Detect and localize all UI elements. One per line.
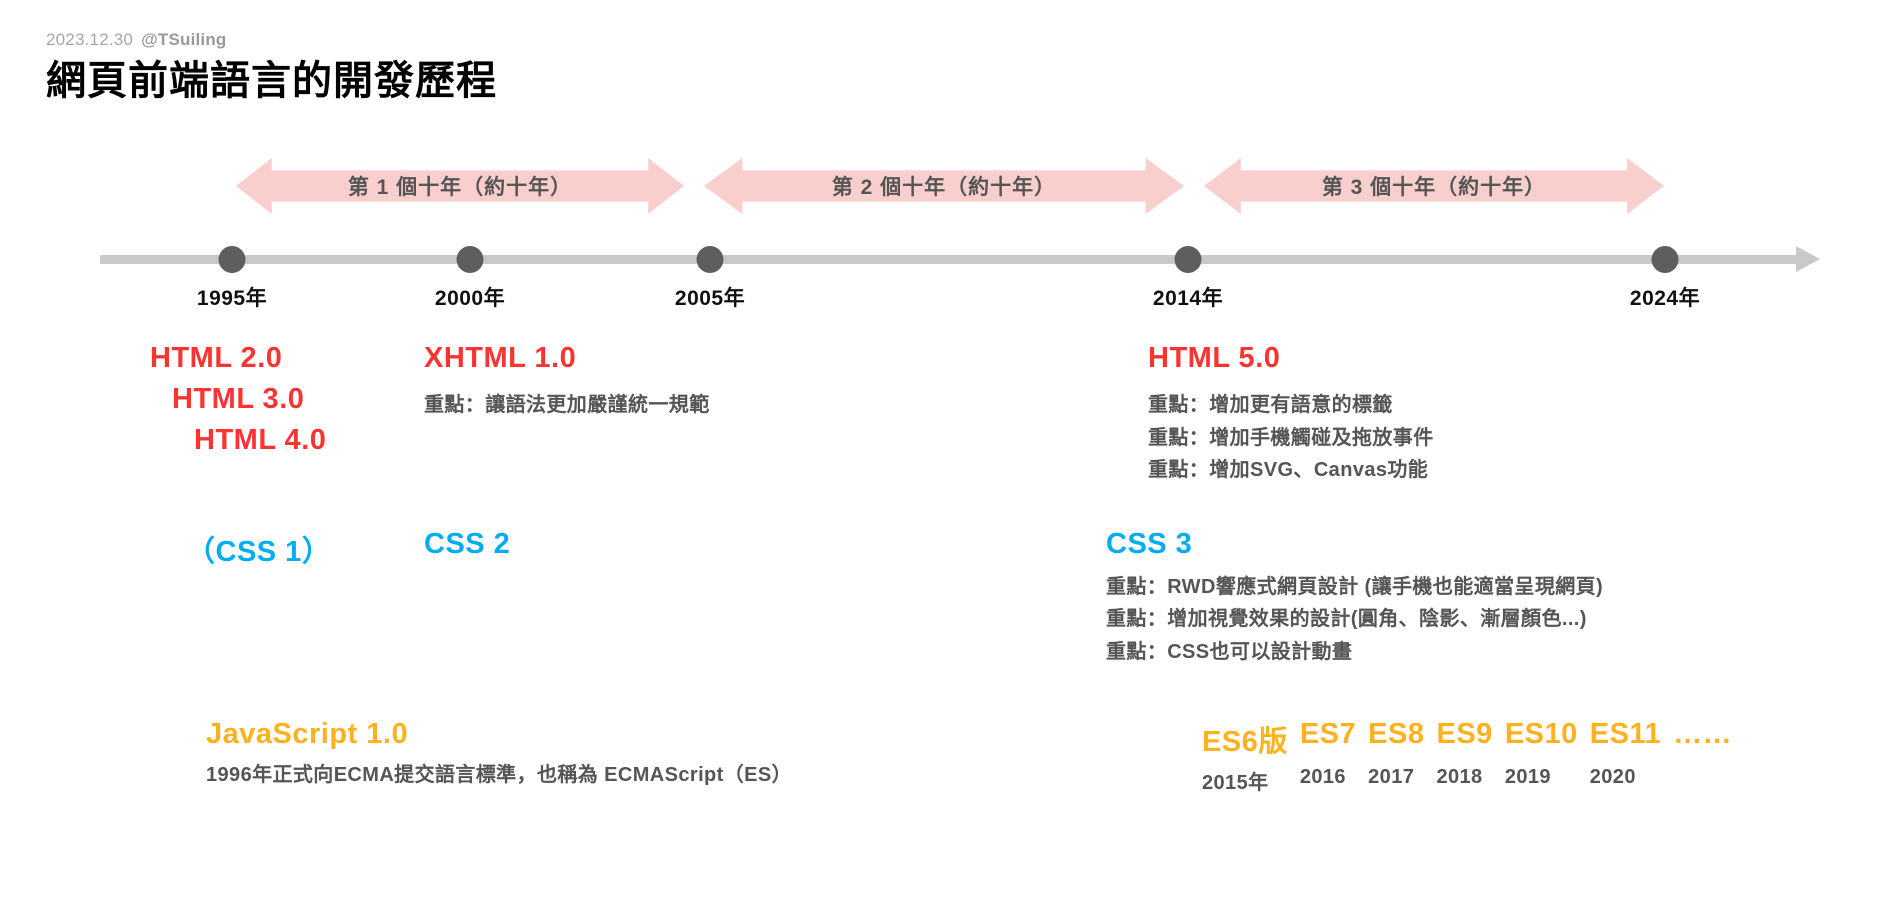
ecmascript-year-label: 2018 xyxy=(1436,766,1483,788)
ecmascript-year-label: 2017 xyxy=(1368,766,1415,788)
author-handle: @TSuiling xyxy=(141,30,227,49)
ecmascript-version-label: ES7 xyxy=(1299,718,1357,750)
timeline-dot[interactable] xyxy=(1174,246,1202,273)
javascript-detail: 1996年正式向ECMA提交語言標準，也稱為 ECMAScript（ES） xyxy=(206,764,792,786)
detail-line: 重點：增加SVG、Canvas功能 xyxy=(1148,458,1429,481)
decade-arrow-3: 第 3 個十年（約十年） xyxy=(1204,158,1664,214)
ecmascript-years-row: 2015年 2016 2017 2018 2019 2020 xyxy=(1202,766,1744,795)
ecmascript-year-label xyxy=(1673,766,1744,795)
html5-detail-list: 重點：增加更有語意的標籤重點：增加手機觸碰及拖放事件 重點：增加SVG、Canva… xyxy=(1148,389,1434,486)
html-version-label: HTML 2.0 xyxy=(150,342,283,374)
timeline-year-label: 2000年 xyxy=(434,287,506,310)
decade-arrow-1: 第 1 個十年（約十年） xyxy=(236,158,684,214)
css2-block: CSS 2 xyxy=(424,528,510,561)
ecmascript-version-label: ES6版 xyxy=(1202,726,1288,758)
page-header: 2023.12.30 @TSuiling 網頁前端語言的開發歷程 xyxy=(46,30,497,106)
decade-arrow-label: 第 1 個十年（約十年） xyxy=(347,176,573,199)
timeline-year-label: 1995年 xyxy=(196,287,268,310)
timeline-axis-line xyxy=(100,255,1800,264)
page-title: 網頁前端語言的開發歷程 xyxy=(46,59,497,104)
meta-line: 2023.12.30 @TSuiling xyxy=(46,30,497,50)
ecmascript-version-label: ES10 xyxy=(1504,718,1578,750)
css3-block: CSS 3 重點：RWD響應式網頁設計 (讓手機也能適當呈現網頁) 重點：增加視覺… xyxy=(1106,528,1603,668)
css3-detail-list: 重點：RWD響應式網頁設計 (讓手機也能適當呈現網頁) 重點：增加視覺效果的設計(… xyxy=(1106,571,1603,668)
timeline-dot[interactable] xyxy=(1651,246,1679,273)
html-version-label: HTML 3.0 xyxy=(172,383,305,416)
detail-line: 重點：RWD響應式網頁設計 (讓手機也能適當呈現網頁) xyxy=(1106,576,1604,598)
ecmascript-year-label: 2015年 xyxy=(1202,772,1269,794)
detail-line: 重點：增加手機觸碰及拖放事件 xyxy=(1148,426,1434,449)
html-early-versions-block: HTML 2.0 HTML 3.0 HTML 4.0 xyxy=(150,338,326,462)
ecmascript-year-label: 2019 xyxy=(1504,766,1551,788)
xhtml-detail: 重點：讓語法更加嚴謹統一規範 xyxy=(424,394,710,417)
ecmascript-version-label: …… xyxy=(1673,718,1733,750)
timeline-dot[interactable] xyxy=(218,246,246,273)
javascript-title: JavaScript 1.0 xyxy=(206,718,409,750)
ecmascript-names-row: ES6版 ES7 ES8 ES9 ES10 ES11 …… xyxy=(1202,718,1744,766)
timeline-arrowhead-icon xyxy=(1796,246,1820,272)
timeline-dot[interactable] xyxy=(456,246,484,273)
decade-arrow-2: 第 2 個十年（約十年） xyxy=(704,158,1184,214)
ecmascript-block: ES6版 ES7 ES8 ES9 ES10 ES11…… 2015年 2016 2017 201… xyxy=(1202,718,1744,795)
ecmascript-year-label: 2020 xyxy=(1589,766,1636,788)
css1-block: （CSS 1） xyxy=(186,528,331,570)
css1-title: （CSS 1） xyxy=(186,536,332,568)
xhtml-block: XHTML 1.0 重點：讓語法更加嚴謹統一規範 xyxy=(424,338,710,422)
timeline-year-label: 2014年 xyxy=(1152,287,1224,310)
ecmascript-table: ES6版 ES7 ES8 ES9 ES10 ES11…… 2015年 2016 2017 201… xyxy=(1202,718,1744,795)
html-version-label: HTML 4.0 xyxy=(194,424,327,457)
ecmascript-version-label: ES11 xyxy=(1589,718,1662,750)
timeline-year-label: 2024年 xyxy=(1629,287,1701,310)
css3-title: CSS 3 xyxy=(1106,528,1193,560)
javascript-block: JavaScript 1.0 1996年正式向ECMA提交語言標準，也稱為 EC… xyxy=(206,718,792,791)
ecmascript-version-label: ES9 xyxy=(1436,718,1493,750)
timeline-year-label: 2005年 xyxy=(674,287,746,310)
ecmascript-year-label: 2016 xyxy=(1299,766,1346,788)
detail-line: 重點：CSS也可以設計動畫 xyxy=(1106,640,1353,663)
decade-arrow-label: 第 3 個十年（約十年） xyxy=(1321,176,1547,199)
decade-arrow-label: 第 2 個十年（約十年） xyxy=(831,176,1057,199)
html5-title: HTML 5.0 xyxy=(1148,342,1281,374)
publish-date: 2023.12.30 xyxy=(46,30,134,49)
html5-block: HTML 5.0 重點：增加更有語意的標籤重點：增加手機觸碰及拖放事件 重點：增加… xyxy=(1148,338,1434,486)
xhtml-title: XHTML 1.0 xyxy=(424,342,577,374)
timeline-dot[interactable] xyxy=(696,246,724,273)
detail-line: 重點：增加視覺效果的設計(圓角、陰影、漸層顏色...) xyxy=(1106,608,1587,631)
ecmascript-version-label: ES8 xyxy=(1368,718,1425,750)
css2-title: CSS 2 xyxy=(424,528,511,560)
detail-line: 重點：增加更有語意的標籤 xyxy=(1148,394,1393,417)
